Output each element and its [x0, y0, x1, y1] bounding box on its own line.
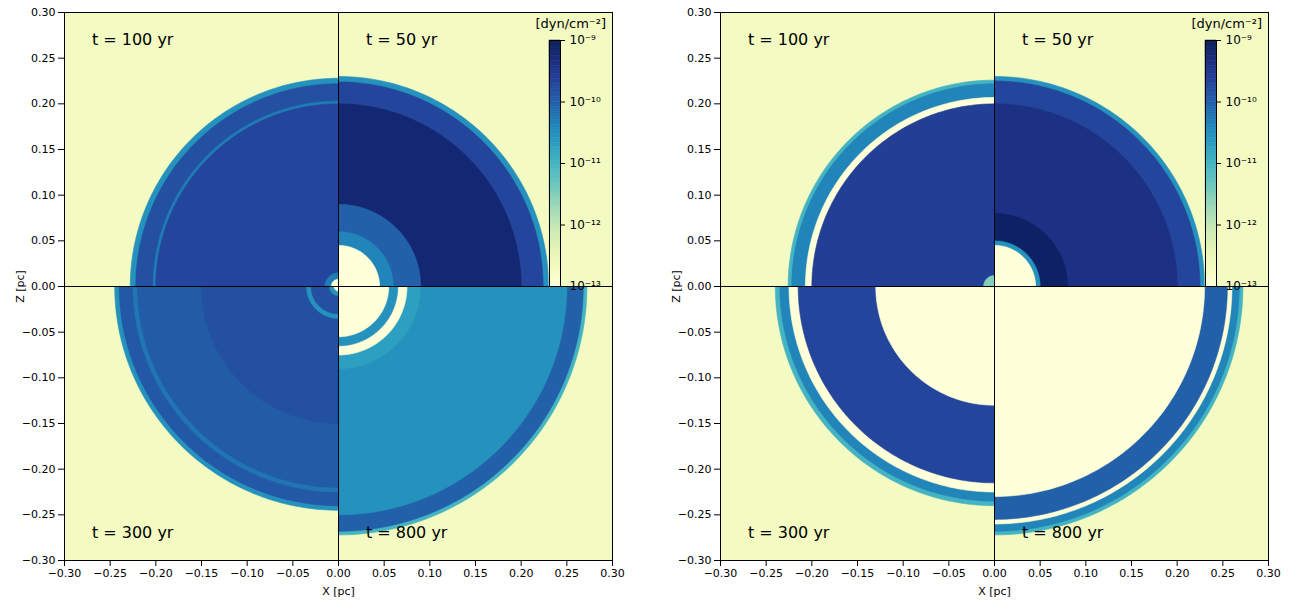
svg-text:0.00: 0.00: [982, 567, 1007, 580]
svg-text:0.15: 0.15: [1119, 567, 1144, 580]
svg-text:0.05: 0.05: [372, 567, 397, 580]
svg-text:−0.15: −0.15: [678, 417, 712, 430]
svg-text:0.30: 0.30: [687, 6, 712, 19]
svg-text:0.05: 0.05: [31, 234, 56, 247]
svg-text:0.20: 0.20: [509, 567, 534, 580]
svg-text:0.00: 0.00: [326, 567, 351, 580]
svg-text:t = 50 yr: t = 50 yr: [366, 30, 438, 49]
svg-text:0.25: 0.25: [31, 52, 56, 65]
svg-text:−0.25: −0.25: [93, 567, 127, 580]
svg-text:0.00: 0.00: [31, 280, 56, 293]
svg-text:10⁻⁹: 10⁻⁹: [569, 34, 596, 47]
svg-text:0.15: 0.15: [31, 143, 56, 156]
svg-text:10⁻⁹: 10⁻⁹: [1225, 34, 1252, 47]
svg-text:−0.15: −0.15: [185, 567, 219, 580]
svg-text:0.05: 0.05: [1028, 567, 1053, 580]
svg-text:0.25: 0.25: [1211, 567, 1236, 580]
svg-text:0.20: 0.20: [687, 97, 712, 110]
svg-text:Z [pc]: Z [pc]: [670, 270, 683, 303]
svg-text:−0.25: −0.25: [749, 567, 783, 580]
svg-text:−0.30: −0.30: [704, 567, 738, 580]
svg-text:−0.20: −0.20: [139, 567, 173, 580]
svg-text:t = 300 yr: t = 300 yr: [92, 523, 174, 542]
svg-text:−0.20: −0.20: [795, 567, 829, 580]
svg-text:0.25: 0.25: [555, 567, 580, 580]
svg-text:−0.10: −0.10: [678, 371, 712, 384]
svg-text:0.25: 0.25: [687, 52, 712, 65]
svg-text:−0.20: −0.20: [22, 463, 56, 476]
svg-text:10⁻¹¹: 10⁻¹¹: [1225, 156, 1256, 170]
svg-text:Z [pc]: Z [pc]: [14, 270, 27, 303]
svg-text:10⁻¹¹: 10⁻¹¹: [569, 156, 600, 170]
svg-text:10⁻¹³: 10⁻¹³: [569, 279, 600, 292]
svg-text:−0.30: −0.30: [678, 554, 712, 567]
svg-text:0.15: 0.15: [463, 567, 488, 580]
svg-text:0.20: 0.20: [31, 97, 56, 110]
svg-text:−0.05: −0.05: [22, 326, 56, 339]
svg-text:10⁻¹³: 10⁻¹³: [1225, 279, 1256, 292]
svg-text:−0.10: −0.10: [886, 567, 920, 580]
svg-text:t = 800 yr: t = 800 yr: [366, 523, 448, 542]
svg-text:0.10: 0.10: [1074, 567, 1099, 580]
svg-text:t = 100 yr: t = 100 yr: [92, 30, 174, 49]
svg-text:0.30: 0.30: [1256, 567, 1281, 580]
svg-text:t = 800 yr: t = 800 yr: [1022, 523, 1104, 542]
svg-text:0.10: 0.10: [687, 189, 712, 202]
svg-text:t = 50 yr: t = 50 yr: [1022, 30, 1094, 49]
svg-text:10⁻¹²: 10⁻¹²: [1225, 218, 1256, 232]
svg-text:0.05: 0.05: [687, 234, 712, 247]
svg-text:t = 300 yr: t = 300 yr: [748, 523, 830, 542]
svg-text:−0.10: −0.10: [230, 567, 264, 580]
svg-text:−0.05: −0.05: [932, 567, 966, 580]
html-text:[dyn/cm⁻²]: [dyn/cm⁻²]: [1191, 16, 1262, 31]
svg-text:−0.05: −0.05: [678, 326, 712, 339]
svg-text:−0.30: −0.30: [48, 567, 82, 580]
svg-text:0.30: 0.30: [31, 6, 56, 19]
svg-text:0.00: 0.00: [687, 280, 712, 293]
svg-text:10⁻¹⁰: 10⁻¹⁰: [569, 95, 600, 109]
svg-text:0.15: 0.15: [687, 143, 712, 156]
svg-text:−0.10: −0.10: [22, 371, 56, 384]
svg-text:X [pc]: X [pc]: [322, 585, 355, 598]
svg-text:−0.20: −0.20: [678, 463, 712, 476]
svg-text:0.30: 0.30: [600, 567, 625, 580]
svg-text:10⁻¹²: 10⁻¹²: [569, 218, 600, 232]
html-text:[dyn/cm⁻²]: [dyn/cm⁻²]: [535, 16, 606, 31]
svg-text:−0.15: −0.15: [841, 567, 875, 580]
svg-text:0.10: 0.10: [418, 567, 443, 580]
svg-text:−0.25: −0.25: [22, 508, 56, 521]
svg-text:t = 100 yr: t = 100 yr: [748, 30, 830, 49]
svg-text:−0.05: −0.05: [276, 567, 310, 580]
svg-text:0.10: 0.10: [31, 189, 56, 202]
svg-text:10⁻¹⁰: 10⁻¹⁰: [1225, 95, 1256, 109]
svg-text:−0.25: −0.25: [678, 508, 712, 521]
svg-text:−0.15: −0.15: [22, 417, 56, 430]
svg-text:−0.30: −0.30: [22, 554, 56, 567]
svg-text:0.20: 0.20: [1165, 567, 1190, 580]
svg-text:X [pc]: X [pc]: [978, 585, 1011, 598]
